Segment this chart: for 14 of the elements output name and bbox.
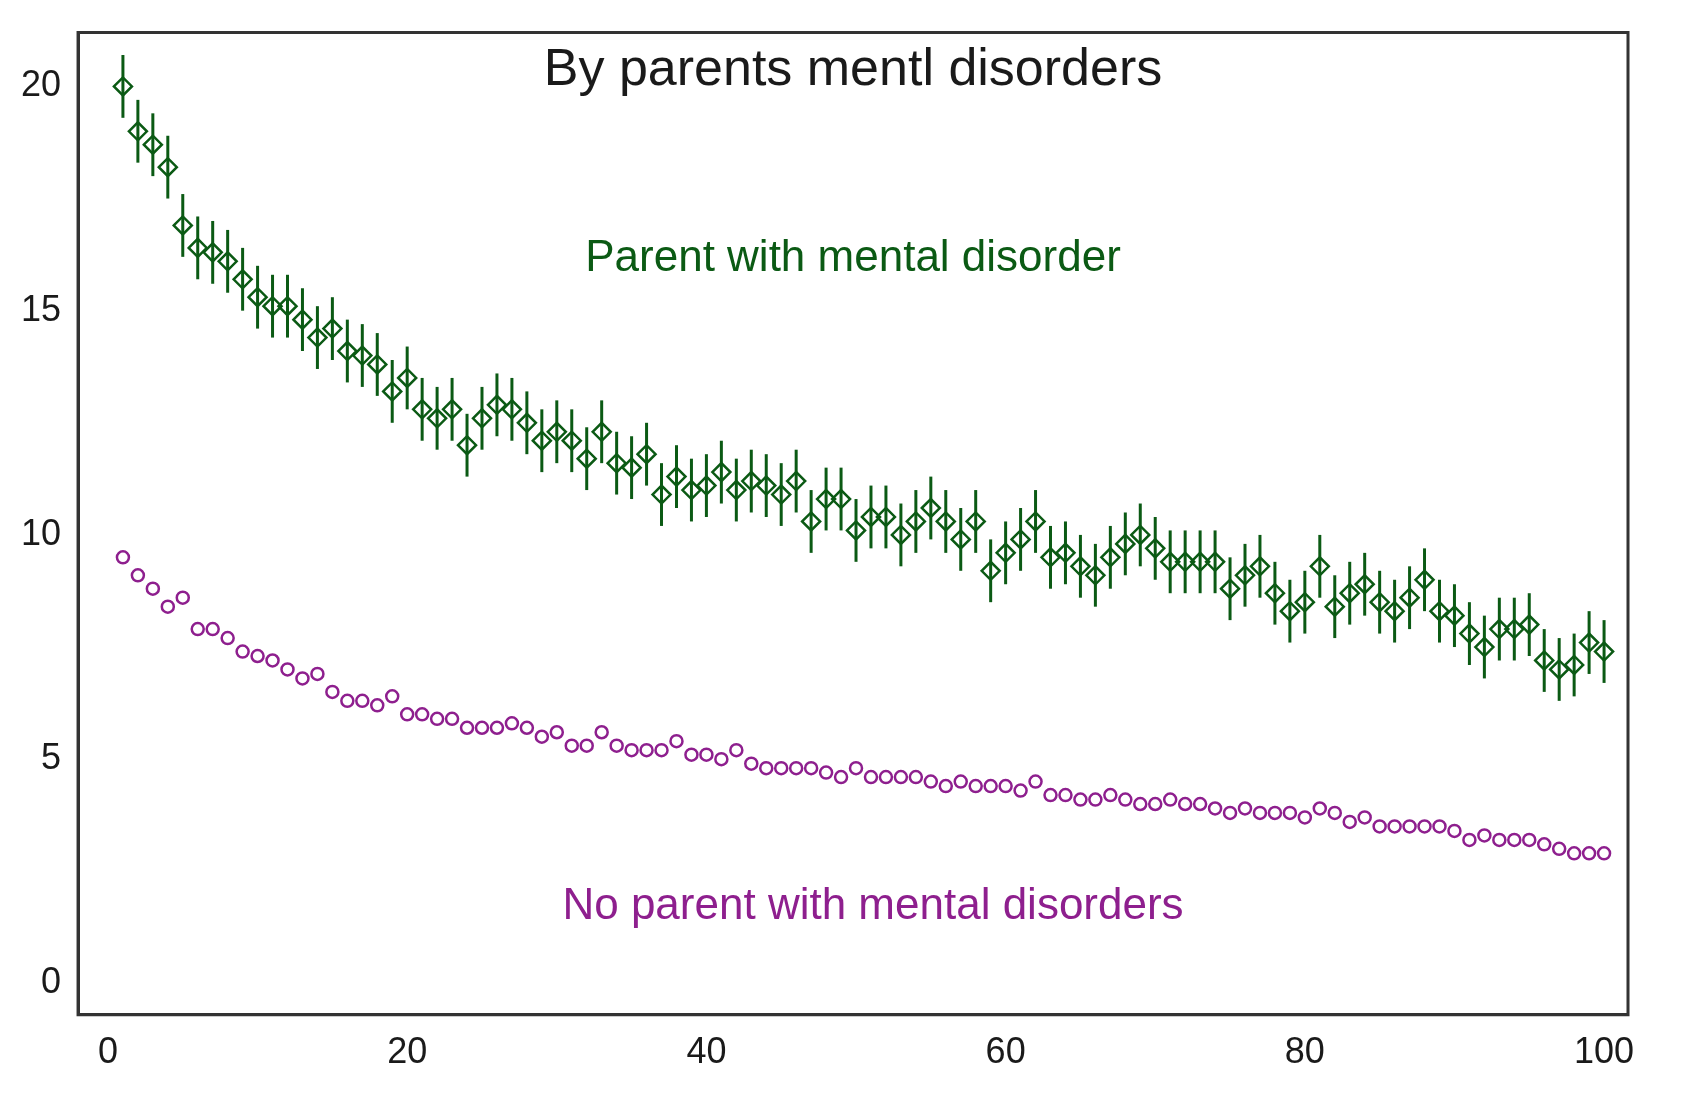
x-tick-label: 60 bbox=[985, 1030, 1026, 1072]
y-tick-label: 15 bbox=[21, 287, 62, 329]
series-label: No parent with mental disorders bbox=[562, 878, 1184, 928]
y-tick-label: 0 bbox=[41, 960, 62, 1002]
x-tick-label: 80 bbox=[1284, 1030, 1325, 1072]
chart-title: By parents mentl disorders bbox=[543, 37, 1163, 96]
y-tick-label: 20 bbox=[21, 63, 62, 105]
x-tick-label: 20 bbox=[387, 1030, 428, 1072]
x-tick-label: 40 bbox=[686, 1030, 727, 1072]
y-tick-label: 10 bbox=[21, 511, 62, 553]
text: Parent with mental disorder bbox=[585, 230, 1121, 280]
x-tick-label: 100 bbox=[1574, 1030, 1635, 1072]
x-tick-label: 0 bbox=[97, 1030, 118, 1072]
y-tick-label: 5 bbox=[41, 736, 62, 778]
